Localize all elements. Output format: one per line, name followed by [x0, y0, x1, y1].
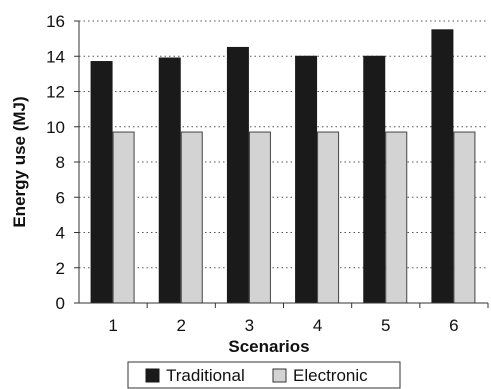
y-tick-label: 4	[56, 224, 65, 243]
y-tick-label: 2	[56, 259, 65, 278]
x-tick-label: 1	[108, 316, 117, 335]
x-tick-label: 2	[177, 316, 186, 335]
y-tick-label: 10	[46, 118, 65, 137]
bars	[90, 29, 476, 304]
bar-traditional-4	[295, 55, 318, 304]
x-tick-label: 6	[449, 316, 458, 335]
y-tick-label: 6	[56, 188, 65, 207]
y-tick-label: 14	[46, 47, 65, 66]
y-axis-title: Energy use (MJ)	[10, 96, 29, 227]
bar-electronic-2	[180, 131, 203, 304]
legend-frame	[127, 361, 401, 389]
x-tick-labels: 1 2 3 4 5 6	[108, 303, 489, 335]
y-tick-label: 8	[56, 153, 65, 172]
legend-label-electronic: Electronic	[293, 366, 368, 385]
bar-traditional-3	[226, 46, 249, 304]
x-axis-title: Scenarios	[228, 337, 309, 356]
bar-traditional-5	[363, 55, 386, 304]
y-tick-label: 16	[46, 12, 65, 31]
x-tick-label: 4	[313, 316, 322, 335]
legend-label-traditional: Traditional	[166, 366, 245, 385]
bar-electronic-3	[248, 131, 271, 304]
bar-electronic-5	[385, 131, 408, 304]
y-tick-labels: 0 2 4 6 8 10 12 14 16	[46, 12, 79, 313]
bar-electronic-6	[453, 131, 476, 304]
legend: Traditional Electronic	[127, 361, 401, 389]
bar-traditional-6	[431, 29, 454, 304]
gridlines	[79, 20, 488, 269]
legend-swatch-electronic	[272, 368, 287, 383]
x-tick-label: 3	[245, 316, 254, 335]
bar-traditional-2	[158, 57, 181, 304]
bar-electronic-1	[112, 131, 135, 304]
legend-swatch-traditional	[145, 368, 160, 383]
bar-electronic-4	[317, 131, 340, 304]
y-tick-label: 0	[56, 294, 65, 313]
y-tick-label: 12	[46, 83, 65, 102]
x-tick-label: 5	[381, 316, 390, 335]
bar-traditional-1	[90, 61, 113, 304]
